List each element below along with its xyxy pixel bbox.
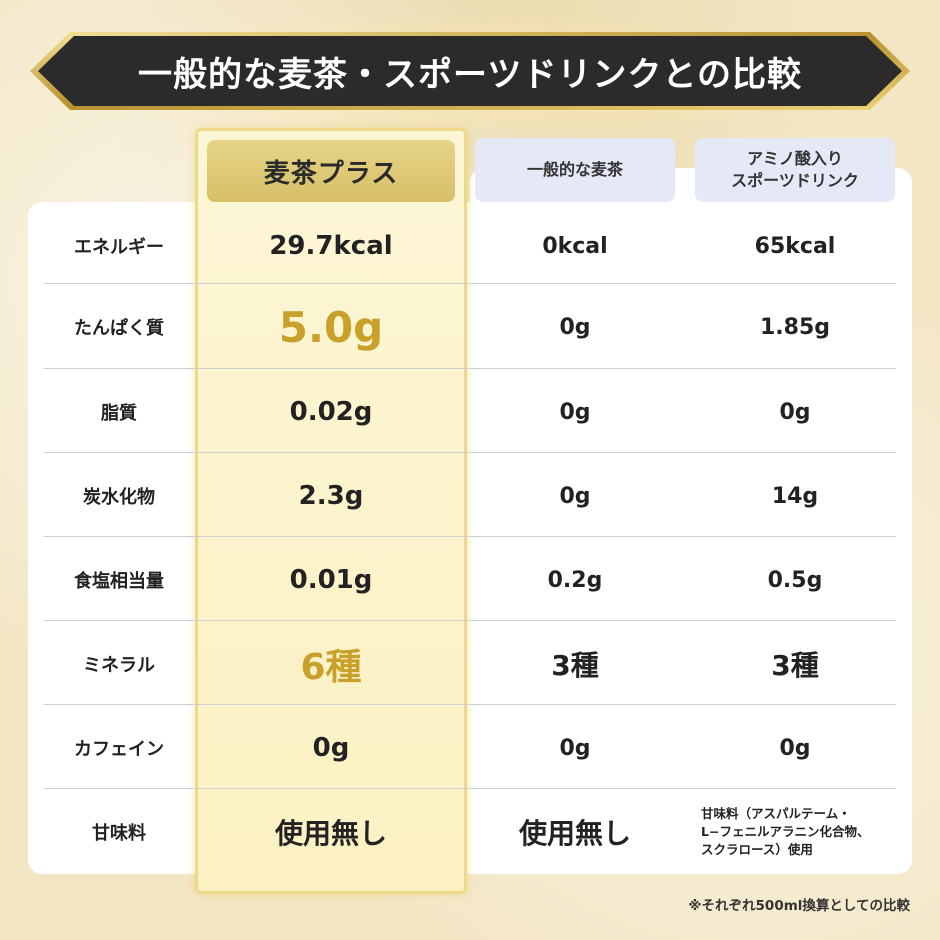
table-row-caffeine: カフェイン 0g 0g 0g: [44, 706, 896, 790]
value-sports-drink: 3種: [771, 649, 819, 682]
row-label: エネルギー: [74, 237, 164, 258]
sweetener-note-line3: スクラロース）使用: [701, 842, 813, 857]
row-label: ミネラル: [83, 655, 155, 676]
sweetener-note-line1: 甘味料（アスパルテーム・: [701, 806, 851, 821]
banner-shape: [30, 32, 910, 110]
value-sports-drink: 14g: [771, 483, 819, 509]
value-sports-drink: 65kcal: [754, 233, 836, 259]
value-sports-drink: 甘味料（アスパルテーム・ L−フェニルアラニン化合物、 スクラロース）使用: [695, 790, 895, 874]
value-mugicha-plus: 6種: [300, 647, 362, 688]
sweetener-note-line2: L−フェニルアラニン化合物、: [701, 824, 870, 839]
row-divider: [44, 536, 896, 537]
footnote: ※それぞれ500ml換算としての比較: [688, 898, 910, 914]
table-row-carbohydrate: 炭水化物 2.3g 0g 14g: [44, 454, 896, 538]
value-general-mugicha: 使用無し: [518, 817, 631, 850]
table-row-mineral: ミネラル 6種 3種 3種: [44, 622, 896, 706]
row-label: たんぱく質: [74, 318, 164, 339]
value-mugicha-plus: 5.0g: [278, 302, 384, 352]
value-general-mugicha: 3種: [551, 649, 599, 682]
header-sports-drink-line1: アミノ酸入り: [747, 149, 843, 168]
row-divider: [44, 452, 896, 453]
header-sports-drink: アミノ酸入り スポーツドリンク: [695, 138, 895, 202]
value-general-mugicha: 0.2g: [547, 567, 603, 593]
value-general-mugicha: 0g: [559, 399, 591, 425]
value-mugicha-plus: 0.02g: [289, 397, 373, 427]
value-mugicha-plus: 29.7kcal: [269, 231, 393, 261]
value-general-mugicha: 0kcal: [542, 233, 608, 259]
value-sports-drink: 0g: [779, 399, 811, 425]
title-banner: 一般的な麦茶・スポーツドリンクとの比較: [30, 32, 910, 110]
highlight-column: [195, 128, 467, 894]
value-sports-drink: 0.5g: [767, 567, 823, 593]
row-divider: [44, 620, 896, 621]
value-mugicha-plus: 0.01g: [289, 565, 373, 595]
row-divider: [44, 283, 896, 284]
header-sports-drink-line2: スポーツドリンク: [731, 171, 859, 190]
value-general-mugicha: 0g: [559, 735, 591, 761]
header-general-mugicha: 一般的な麦茶: [475, 138, 675, 202]
row-label: 甘味料: [92, 823, 146, 844]
header-mugicha-plus: 麦茶プラス: [207, 140, 455, 202]
table-row-protein: たんぱく質 5.0g 0g 1.85g: [44, 285, 896, 369]
table-card: [28, 202, 912, 874]
value-mugicha-plus: 2.3g: [298, 481, 364, 511]
table-row-salt: 食塩相当量 0.01g 0.2g 0.5g: [44, 538, 896, 622]
row-divider: [44, 704, 896, 705]
row-label: カフェイン: [74, 739, 164, 760]
table-row-sweetener: 甘味料 使用無し 使用無し 甘味料（アスパルテーム・ L−フェニルアラニン化合物…: [44, 790, 896, 874]
row-label: 食塩相当量: [74, 571, 164, 592]
page-title: 一般的な麦茶・スポーツドリンクとの比較: [138, 54, 802, 95]
row-label: 脂質: [101, 403, 137, 424]
value-sports-drink: 1.85g: [759, 314, 831, 340]
row-label: 炭水化物: [83, 487, 155, 508]
table-row-fat: 脂質 0.02g 0g 0g: [44, 370, 896, 454]
value-general-mugicha: 0g: [559, 483, 591, 509]
value-mugicha-plus: 使用無し: [274, 817, 387, 850]
value-general-mugicha: 0g: [559, 314, 591, 340]
table-row-energy: エネルギー 29.7kcal 0kcal 65kcal: [44, 204, 896, 288]
value-sports-drink: 0g: [779, 735, 811, 761]
value-mugicha-plus: 0g: [312, 733, 350, 763]
row-divider: [44, 788, 896, 789]
row-divider: [44, 368, 896, 369]
